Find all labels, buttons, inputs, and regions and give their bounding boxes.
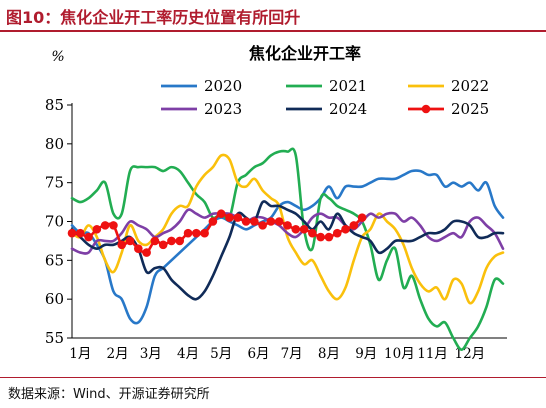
- legend-label: 2020: [204, 77, 242, 95]
- x-tick-label: 5月: [210, 346, 232, 362]
- x-tick-label: 4月: [177, 346, 199, 362]
- y-tick-label: 60: [45, 290, 64, 308]
- series-point-2025: [308, 228, 317, 238]
- y-tick-label: 55: [45, 329, 64, 347]
- y-tick-label: 85: [45, 96, 64, 114]
- series-point-2025: [225, 213, 234, 222]
- series-point-2025: [208, 217, 218, 226]
- series-point-2025: [150, 236, 160, 246]
- series-line-2020: [70, 169, 505, 325]
- series-point-2025: [274, 217, 284, 226]
- series-point-2025: [117, 240, 127, 250]
- series-point-2025: [233, 213, 243, 222]
- series-point-2025: [175, 236, 185, 246]
- series-line-2024: [70, 200, 505, 301]
- series-point-2025: [266, 217, 276, 226]
- legend-item-2020: 2020: [161, 77, 242, 95]
- series-point-2025: [200, 228, 209, 238]
- legend-label: 2021: [329, 77, 367, 95]
- series-point-2025: [349, 221, 359, 230]
- title-rule: [0, 30, 546, 32]
- series-point-2025: [357, 213, 367, 222]
- bottom-rule: [0, 377, 546, 378]
- y-tick-label: 65: [45, 251, 64, 269]
- series-point-2025: [142, 248, 151, 257]
- series-point-2025: [291, 224, 301, 234]
- x-axis: 1月 2月 3月 4月 5月 6月 7月 8月 9月 10月 11月 12月: [69, 337, 507, 362]
- source-note: 数据来源：Wind、开源证券研究所: [8, 387, 210, 402]
- legend-item-2021: 2021: [286, 77, 367, 95]
- legend-label: 2023: [204, 100, 242, 118]
- legend: 2020 2021 2022 2023 2024 2025: [161, 77, 489, 118]
- legend-item-2024: 2024: [286, 100, 367, 118]
- series-layer: [67, 147, 505, 351]
- legend-item-2023: 2023: [161, 100, 242, 118]
- chart-title: 焦化企业开工率: [248, 44, 361, 63]
- series-point-2025: [67, 228, 77, 238]
- series-point-2025: [324, 232, 334, 242]
- legend-marker: [421, 104, 431, 114]
- series-point-2025: [250, 217, 259, 226]
- legend-item-2022: 2022: [408, 77, 489, 95]
- series-point-2025: [341, 224, 350, 234]
- x-tick-label: 2月: [107, 346, 129, 362]
- x-tick-label: 6月: [247, 346, 269, 362]
- line-chart: 焦化企业开工率 % 55 60 65 70 75 80 85 1月 2月 3月 4月 5月 6月 7月 8…: [45, 44, 507, 362]
- legend-item-2025: 2025: [408, 100, 489, 118]
- series-line-2021: [70, 147, 505, 351]
- series-line-2023: [70, 208, 505, 255]
- x-tick-label: 9月: [355, 346, 377, 362]
- series-point-2025: [100, 221, 110, 230]
- x-tick-label: 11月: [417, 346, 448, 362]
- series-point-2025: [283, 221, 292, 230]
- series-point-2025: [158, 240, 168, 250]
- x-tick-label: 8月: [318, 346, 340, 362]
- series-point-2025: [299, 224, 309, 234]
- series-point-2025: [183, 228, 193, 238]
- series-point-2025: [332, 228, 342, 238]
- series-point-2025: [125, 236, 135, 246]
- series-point-2025: [167, 236, 176, 246]
- y-tick-label: 80: [45, 135, 64, 153]
- legend-label: 2025: [451, 100, 489, 118]
- legend-label: 2024: [329, 100, 367, 118]
- series-point-2025: [258, 221, 267, 230]
- series-line-2022: [70, 153, 505, 305]
- series-point-2025: [109, 221, 118, 230]
- series-point-2025: [134, 244, 143, 253]
- series-point-2025: [92, 224, 102, 234]
- series-point-2025: [75, 228, 85, 238]
- x-tick-label: 3月: [140, 346, 162, 362]
- x-tick-label: 7月: [281, 346, 303, 362]
- y-tick-label: 70: [45, 213, 64, 231]
- series-point-2025: [316, 232, 325, 242]
- figure-title: 图10：焦化企业开工率历史位置有所回升: [6, 8, 301, 27]
- unit-label: %: [51, 49, 64, 65]
- series-point-2025: [192, 228, 201, 238]
- series-point-2025: [241, 217, 251, 226]
- y-tick-label: 75: [45, 174, 64, 192]
- series-point-2025: [84, 232, 93, 242]
- legend-label: 2022: [451, 77, 489, 95]
- x-tick-label: 1月: [69, 346, 91, 362]
- y-axis: 55 60 65 70 75 80 85: [45, 96, 73, 347]
- series-point-2025: [216, 209, 226, 219]
- x-tick-label: 10月: [384, 346, 415, 362]
